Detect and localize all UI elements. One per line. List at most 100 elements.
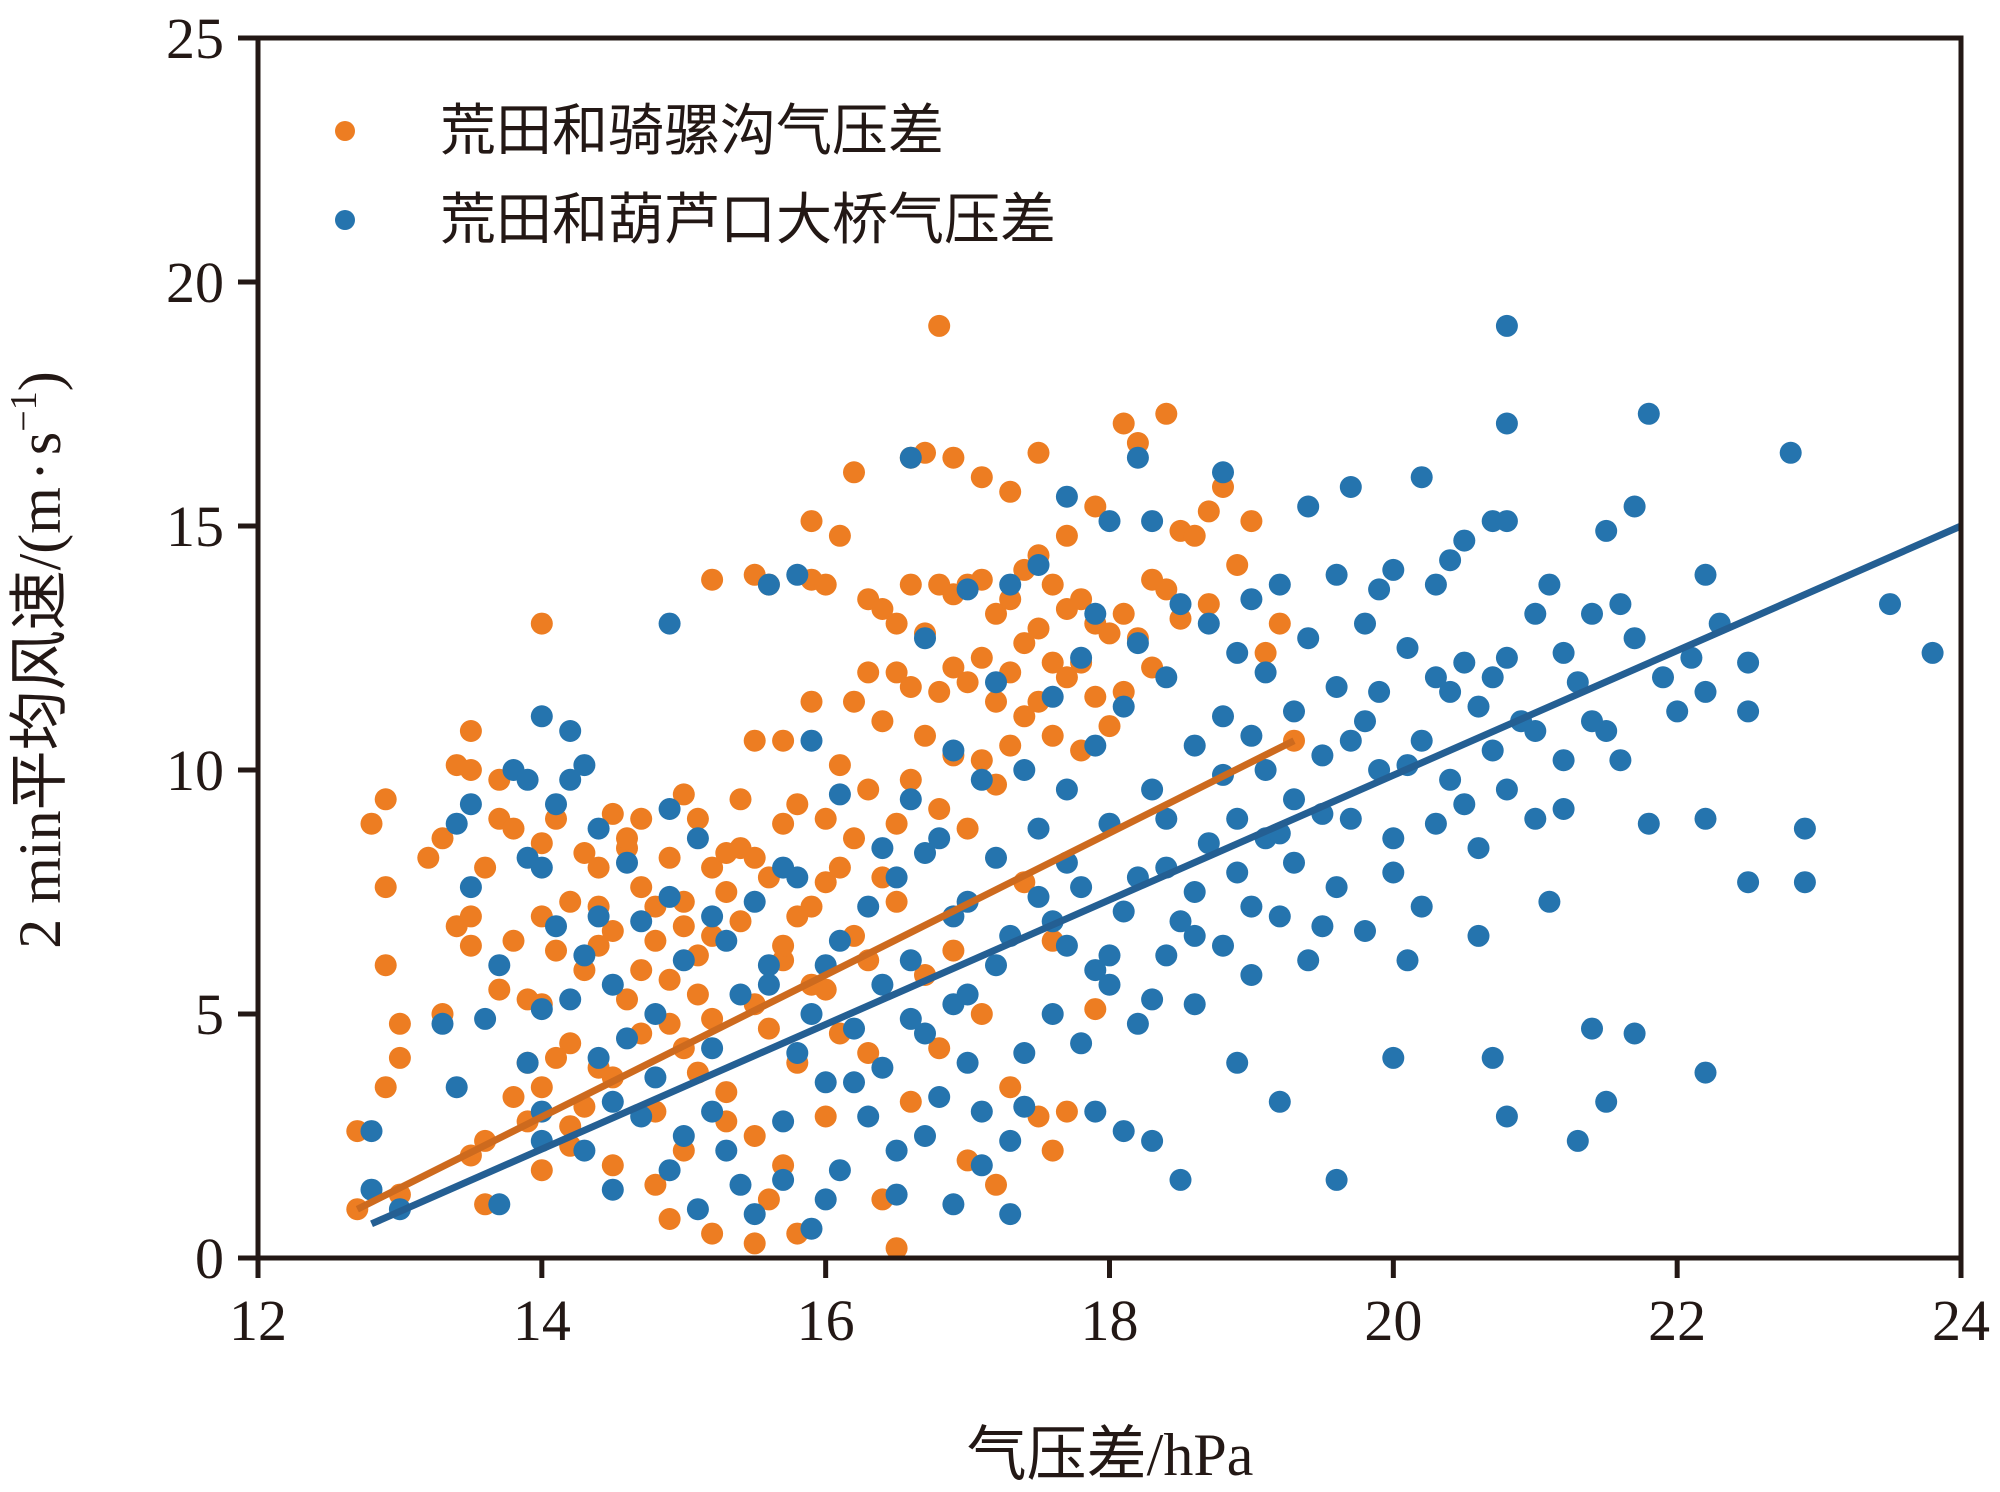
y-tick-label: 0	[195, 1226, 224, 1291]
scatter-point-series-0	[601, 920, 624, 942]
scatter-point-series-1	[970, 1100, 993, 1123]
scatter-point-series-0	[899, 573, 922, 596]
scatter-point-series-1	[800, 729, 823, 752]
scatter-point-series-1	[1141, 510, 1164, 533]
scatter-point-series-1	[686, 1198, 709, 1221]
scatter-point-series-1	[1084, 959, 1107, 982]
scatter-point-series-0	[999, 480, 1022, 503]
scatter-point-series-0	[800, 510, 823, 533]
scatter-point-series-1	[871, 1056, 894, 1079]
scatter-point-series-1	[814, 1071, 837, 1094]
scatter-point-series-1	[1453, 651, 1476, 674]
scatter-point-series-1	[1226, 641, 1249, 664]
scatter-point-series-1	[1197, 832, 1220, 855]
scatter-point-series-0	[871, 598, 894, 620]
scatter-point-series-0	[1155, 578, 1178, 601]
scatter-point-series-1	[488, 1193, 511, 1216]
y-axis-title-close: )	[7, 371, 73, 391]
scatter-point-series-0	[1197, 500, 1220, 523]
scatter-point-series-1	[1694, 563, 1717, 586]
scatter-point-series-0	[885, 812, 908, 835]
scatter-point-series-1	[559, 720, 582, 742]
scatter-point-series-1	[1524, 602, 1547, 625]
scatter-point-series-1	[928, 1086, 951, 1108]
scatter-point-series-1	[1013, 1042, 1036, 1064]
scatter-point-series-1	[942, 1193, 965, 1216]
scatter-point-series-1	[1268, 1090, 1291, 1113]
scatter-point-series-0	[885, 890, 908, 913]
scatter-point-series-0	[488, 978, 511, 1001]
scatter-point-series-0	[843, 690, 865, 713]
scatter-point-series-0	[502, 1086, 525, 1108]
scatter-point-series-0	[1268, 612, 1291, 635]
scatter-point-series-1	[1339, 476, 1362, 498]
y-tick-label: 15	[166, 494, 224, 559]
scatter-point-series-1	[985, 846, 1007, 869]
scatter-point-series-1	[1240, 964, 1263, 986]
scatter-point-series-1	[1155, 807, 1178, 830]
scatter-point-series-1	[1410, 895, 1433, 918]
scatter-point-series-0	[374, 1076, 397, 1099]
scatter-point-series-1	[616, 1027, 638, 1050]
scatter-point-series-1	[1424, 666, 1447, 689]
scatter-point-series-1	[559, 768, 582, 791]
scatter-point-series-1	[800, 1003, 823, 1025]
scatter-point-series-0	[388, 1046, 411, 1069]
scatter-point-series-1	[843, 1017, 865, 1040]
scatter-point-series-0	[672, 915, 695, 938]
scatter-point-series-0	[1240, 510, 1263, 533]
scatter-point-series-0	[828, 524, 851, 547]
scatter-point-series-0	[800, 690, 823, 713]
scatter-point-series-1	[715, 1139, 738, 1162]
scatter-point-series-1	[899, 1007, 922, 1030]
scatter-point-series-1	[1126, 632, 1149, 655]
scatter-point-series-0	[559, 1032, 582, 1055]
scatter-point-series-1	[1680, 646, 1703, 669]
scatter-point-series-0	[545, 939, 567, 962]
scatter-point-series-1	[1879, 593, 1901, 616]
scatter-point-series-1	[474, 1007, 497, 1030]
scatter-point-series-1	[814, 1188, 837, 1211]
scatter-point-series-1	[1183, 924, 1206, 947]
scatter-point-series-1	[729, 983, 752, 1006]
scatter-point-series-1	[1453, 529, 1476, 552]
scatter-point-series-1	[1368, 578, 1391, 601]
scatter-point-series-1	[1382, 558, 1405, 581]
scatter-point-series-0	[1197, 593, 1220, 616]
x-tick-label: 18	[1081, 1288, 1139, 1353]
scatter-point-series-0	[715, 881, 738, 903]
scatter-point-series-0	[630, 959, 653, 982]
scatter-point-series-0	[1041, 724, 1064, 747]
scatter-point-series-1	[1637, 812, 1660, 835]
scatter-point-series-1	[1283, 788, 1305, 811]
scatter-point-series-0	[459, 759, 482, 781]
scatter-point-series-0	[573, 842, 596, 864]
scatter-point-series-1	[1240, 895, 1263, 918]
scatter-point-series-1	[1126, 1012, 1149, 1035]
scatter-point-series-0	[616, 988, 638, 1011]
scatter-point-series-0	[360, 812, 383, 835]
scatter-point-series-0	[1084, 998, 1107, 1021]
scatter-point-series-1	[1311, 915, 1334, 938]
scatter-point-series-0	[601, 1154, 624, 1177]
scatter-point-series-1	[1311, 744, 1334, 767]
scatter-point-series-0	[388, 1012, 411, 1035]
scatter-point-series-0	[616, 827, 638, 850]
scatter-point-series-1	[1297, 949, 1320, 972]
scatter-point-series-1	[828, 783, 851, 806]
scatter-point-series-0	[885, 612, 908, 635]
scatter-point-series-1	[1240, 724, 1263, 747]
scatter-point-series-0	[658, 968, 681, 991]
scatter-point-series-1	[1297, 627, 1320, 650]
scatter-point-series-1	[970, 1154, 993, 1177]
scatter-point-series-1	[1410, 466, 1433, 489]
scatter-point-series-1	[601, 1090, 624, 1113]
y-axis-title-dot: ·	[7, 461, 73, 481]
scatter-point-series-1	[956, 578, 979, 601]
scatter-point-series-1	[545, 915, 567, 938]
scatter-point-series-1	[1240, 588, 1263, 611]
scatter-point-series-0	[970, 749, 993, 772]
scatter-point-series-1	[1595, 519, 1618, 542]
scatter-point-series-1	[828, 1159, 851, 1182]
